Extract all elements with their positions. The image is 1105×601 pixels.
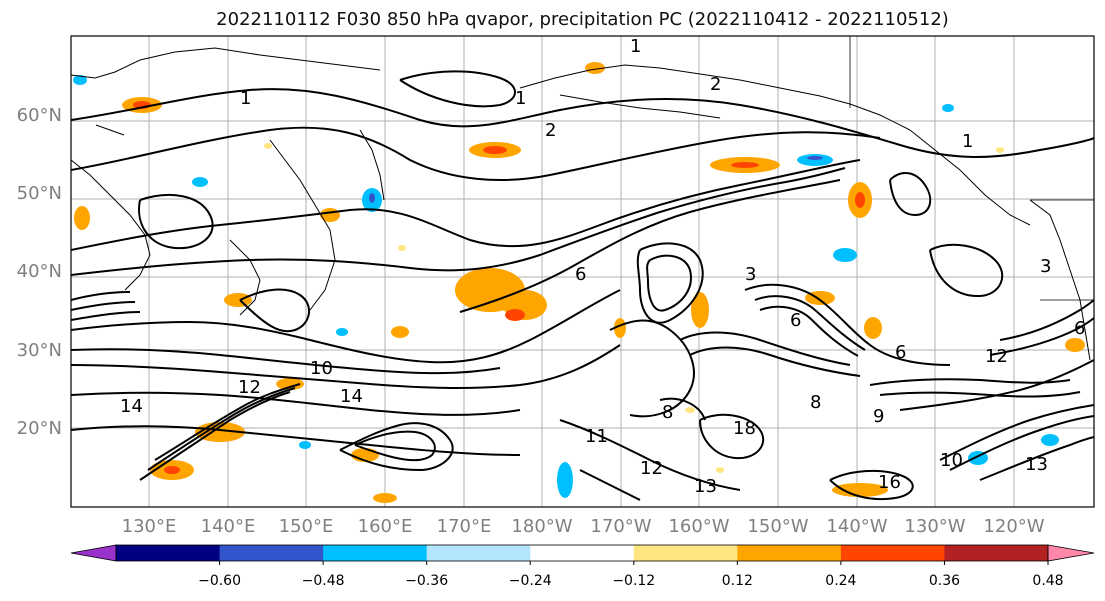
colorbar-extend-low: [70, 544, 117, 562]
lon-label: 160°E: [358, 516, 413, 537]
qvapor-contours: [71, 70, 1094, 501]
contour-label: 14: [340, 386, 363, 407]
country-borders: [849, 36, 1094, 301]
colorbar-segment: [840, 545, 945, 561]
colorbar-segment: [737, 545, 842, 561]
colorbar-tick-label: −0.12: [612, 573, 655, 589]
colorbar-tick-label: −0.36: [405, 573, 448, 589]
colorbar: [70, 544, 1095, 562]
contour-label: 3: [1040, 256, 1051, 277]
colorbar-segment: [323, 545, 428, 561]
contour-label: 10: [310, 358, 333, 379]
colorbar-segment: [116, 545, 221, 561]
lat-label: 30°N: [17, 340, 62, 361]
colorbar-tick-label: 0.48: [1032, 573, 1063, 589]
lon-label: 180°W: [511, 516, 572, 537]
contour-label: 18: [733, 418, 756, 439]
contour-label: 10: [940, 450, 963, 471]
colorbar-border: [115, 544, 1049, 562]
lon-label: 120°W: [983, 516, 1044, 537]
colorbar-tick-label: −0.24: [509, 573, 552, 589]
colorbar-tick-labels: −0.60 −0.48 −0.36 −0.24 −0.12 0.12 0.24 0.36 0.4…: [198, 561, 1064, 589]
contour-label: 14: [120, 396, 143, 417]
contour-label: 6: [575, 264, 586, 285]
colorbar-tick-label: 0.12: [722, 573, 753, 589]
contour-label: 12: [238, 377, 261, 398]
contour-label: 9: [873, 406, 884, 427]
contour-label: 8: [810, 392, 821, 413]
lon-label: 150°W: [747, 516, 808, 537]
contour-label: 2: [545, 120, 556, 141]
lon-label: 140°E: [201, 516, 256, 537]
lon-label: 130°E: [122, 516, 177, 537]
contour-label: 6: [790, 310, 801, 331]
contour-labels: 1 1 1 1 2 2 3 3 6 6 6 6 8 8 9 10 10 11 1…: [120, 36, 1085, 497]
lon-label: 150°E: [279, 516, 334, 537]
lat-label: 40°N: [17, 261, 62, 282]
contour-label: 6: [895, 342, 906, 363]
contour-label: 12: [640, 458, 663, 479]
lon-label: 170°E: [437, 516, 492, 537]
gridlines: [71, 36, 1094, 507]
lat-label: 20°N: [17, 418, 62, 439]
contour-label: 3: [745, 264, 756, 285]
lon-label: 130°W: [904, 516, 965, 537]
contour-label: 1: [630, 36, 641, 57]
chart-title: 2022110112 F030 850 hPa qvapor, precipit…: [216, 9, 949, 30]
coastlines: [71, 47, 1091, 361]
colorbar-segment: [219, 545, 324, 561]
contour-label: 16: [878, 472, 901, 493]
contour-label: 12: [985, 346, 1008, 367]
latitude-labels: 60°N 50°N 40°N 30°N 20°N: [17, 105, 62, 439]
colorbar-extend-high: [1047, 544, 1095, 562]
colorbar-segment: [530, 545, 635, 561]
contour-label: 8: [662, 402, 673, 423]
lon-label: 170°W: [590, 516, 651, 537]
contour-label: 2: [710, 74, 721, 95]
colorbar-tick-label: −0.60: [198, 573, 241, 589]
contour-label: 1: [515, 88, 526, 109]
contour-label: 11: [585, 426, 608, 447]
colorbar-tick-label: 0.24: [825, 573, 856, 589]
contour-label: 13: [1025, 454, 1048, 475]
contour-label: 13: [694, 476, 717, 497]
longitude-labels: 130°E 140°E 150°E 160°E 170°E 180°W 170°…: [122, 516, 1045, 537]
lat-label: 50°N: [17, 183, 62, 204]
contour-label: 6: [1074, 318, 1085, 339]
colorbar-segment: [426, 545, 531, 561]
contour-label: 1: [962, 131, 973, 152]
lon-label: 140°W: [826, 516, 887, 537]
contour-label: 1: [240, 88, 251, 109]
lon-label: 160°W: [668, 516, 729, 537]
colorbar-tick-label: 0.36: [929, 573, 960, 589]
map-frame: [70, 35, 1095, 508]
colorbar-segment: [633, 545, 738, 561]
colorbar-tick-label: −0.48: [302, 573, 345, 589]
lat-label: 60°N: [17, 105, 62, 126]
colorbar-segment: [944, 545, 1049, 561]
